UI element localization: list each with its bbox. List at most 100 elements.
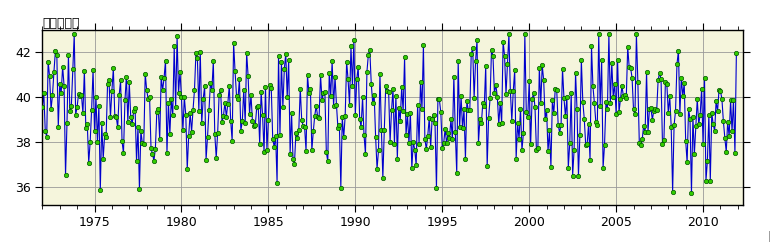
Point xyxy=(396,85,408,89)
Point xyxy=(491,94,504,98)
Point xyxy=(77,111,89,115)
Point xyxy=(646,118,658,122)
Point xyxy=(226,139,239,143)
Point xyxy=(72,92,85,96)
Point xyxy=(532,146,544,150)
Point xyxy=(600,100,612,104)
Point xyxy=(572,174,584,178)
Point xyxy=(394,119,407,123)
Point xyxy=(651,108,663,112)
Point xyxy=(349,113,361,117)
Point xyxy=(565,91,578,95)
Point xyxy=(197,97,209,101)
Point xyxy=(275,60,287,64)
Point xyxy=(346,84,359,88)
Point xyxy=(611,58,624,62)
Point xyxy=(678,81,691,85)
Point xyxy=(571,107,583,111)
Point xyxy=(559,114,571,118)
Point xyxy=(165,98,177,102)
Point xyxy=(340,60,353,64)
Point xyxy=(299,125,311,129)
Point xyxy=(546,98,558,102)
Point xyxy=(128,109,140,113)
Point xyxy=(248,124,260,128)
Point xyxy=(142,97,154,101)
Point xyxy=(79,126,92,130)
Point xyxy=(557,67,569,71)
Point xyxy=(498,54,511,58)
Point xyxy=(158,76,170,80)
Point xyxy=(159,59,172,63)
Point xyxy=(410,163,422,167)
Point xyxy=(662,111,675,115)
Point xyxy=(720,150,732,154)
Point xyxy=(265,86,277,90)
Point xyxy=(682,107,695,111)
Point xyxy=(371,167,383,171)
Point xyxy=(488,91,500,95)
Point xyxy=(179,113,192,117)
Point xyxy=(216,120,228,124)
Point xyxy=(333,123,346,127)
Point xyxy=(56,64,69,68)
Point xyxy=(587,84,599,88)
Point xyxy=(595,58,608,62)
Point xyxy=(112,126,124,130)
Point xyxy=(181,167,193,171)
Point xyxy=(472,141,484,145)
Point xyxy=(199,84,211,88)
Point xyxy=(434,98,446,102)
Point xyxy=(561,95,573,99)
Point xyxy=(638,124,650,128)
Point xyxy=(39,129,52,133)
Point xyxy=(71,105,83,109)
Point xyxy=(631,80,644,84)
Point xyxy=(517,131,530,135)
Point xyxy=(665,124,678,128)
Point xyxy=(387,87,399,91)
Point xyxy=(212,131,224,135)
Point xyxy=(319,90,331,94)
Point xyxy=(711,109,724,113)
Point xyxy=(508,68,521,72)
Point xyxy=(235,128,247,132)
Point xyxy=(288,162,300,166)
Point xyxy=(547,111,560,115)
Point xyxy=(404,110,417,114)
Point xyxy=(246,119,259,123)
Point xyxy=(55,91,67,95)
Point xyxy=(694,113,706,117)
Point xyxy=(323,71,336,75)
Point xyxy=(618,94,630,98)
Point xyxy=(329,74,341,78)
Point xyxy=(79,69,91,73)
Point xyxy=(397,109,410,113)
Point xyxy=(383,90,395,94)
Point xyxy=(317,91,330,95)
Point xyxy=(598,143,611,147)
Point xyxy=(534,102,547,105)
Point xyxy=(357,95,369,99)
Point xyxy=(368,92,380,96)
Point xyxy=(202,135,214,139)
Point xyxy=(102,82,114,86)
Point xyxy=(196,122,208,126)
Point xyxy=(474,117,486,121)
Point xyxy=(384,140,397,144)
Point xyxy=(510,156,522,160)
Point xyxy=(427,113,440,117)
Point xyxy=(58,84,70,88)
Point xyxy=(485,48,497,52)
Point xyxy=(373,148,385,152)
Point xyxy=(85,108,98,112)
Point xyxy=(684,117,696,121)
Point xyxy=(227,41,239,45)
Point xyxy=(504,89,517,93)
Point xyxy=(92,140,104,144)
Point xyxy=(420,147,433,151)
Point xyxy=(304,86,316,90)
Point xyxy=(462,108,474,112)
Point xyxy=(690,124,702,128)
Point xyxy=(68,32,80,36)
